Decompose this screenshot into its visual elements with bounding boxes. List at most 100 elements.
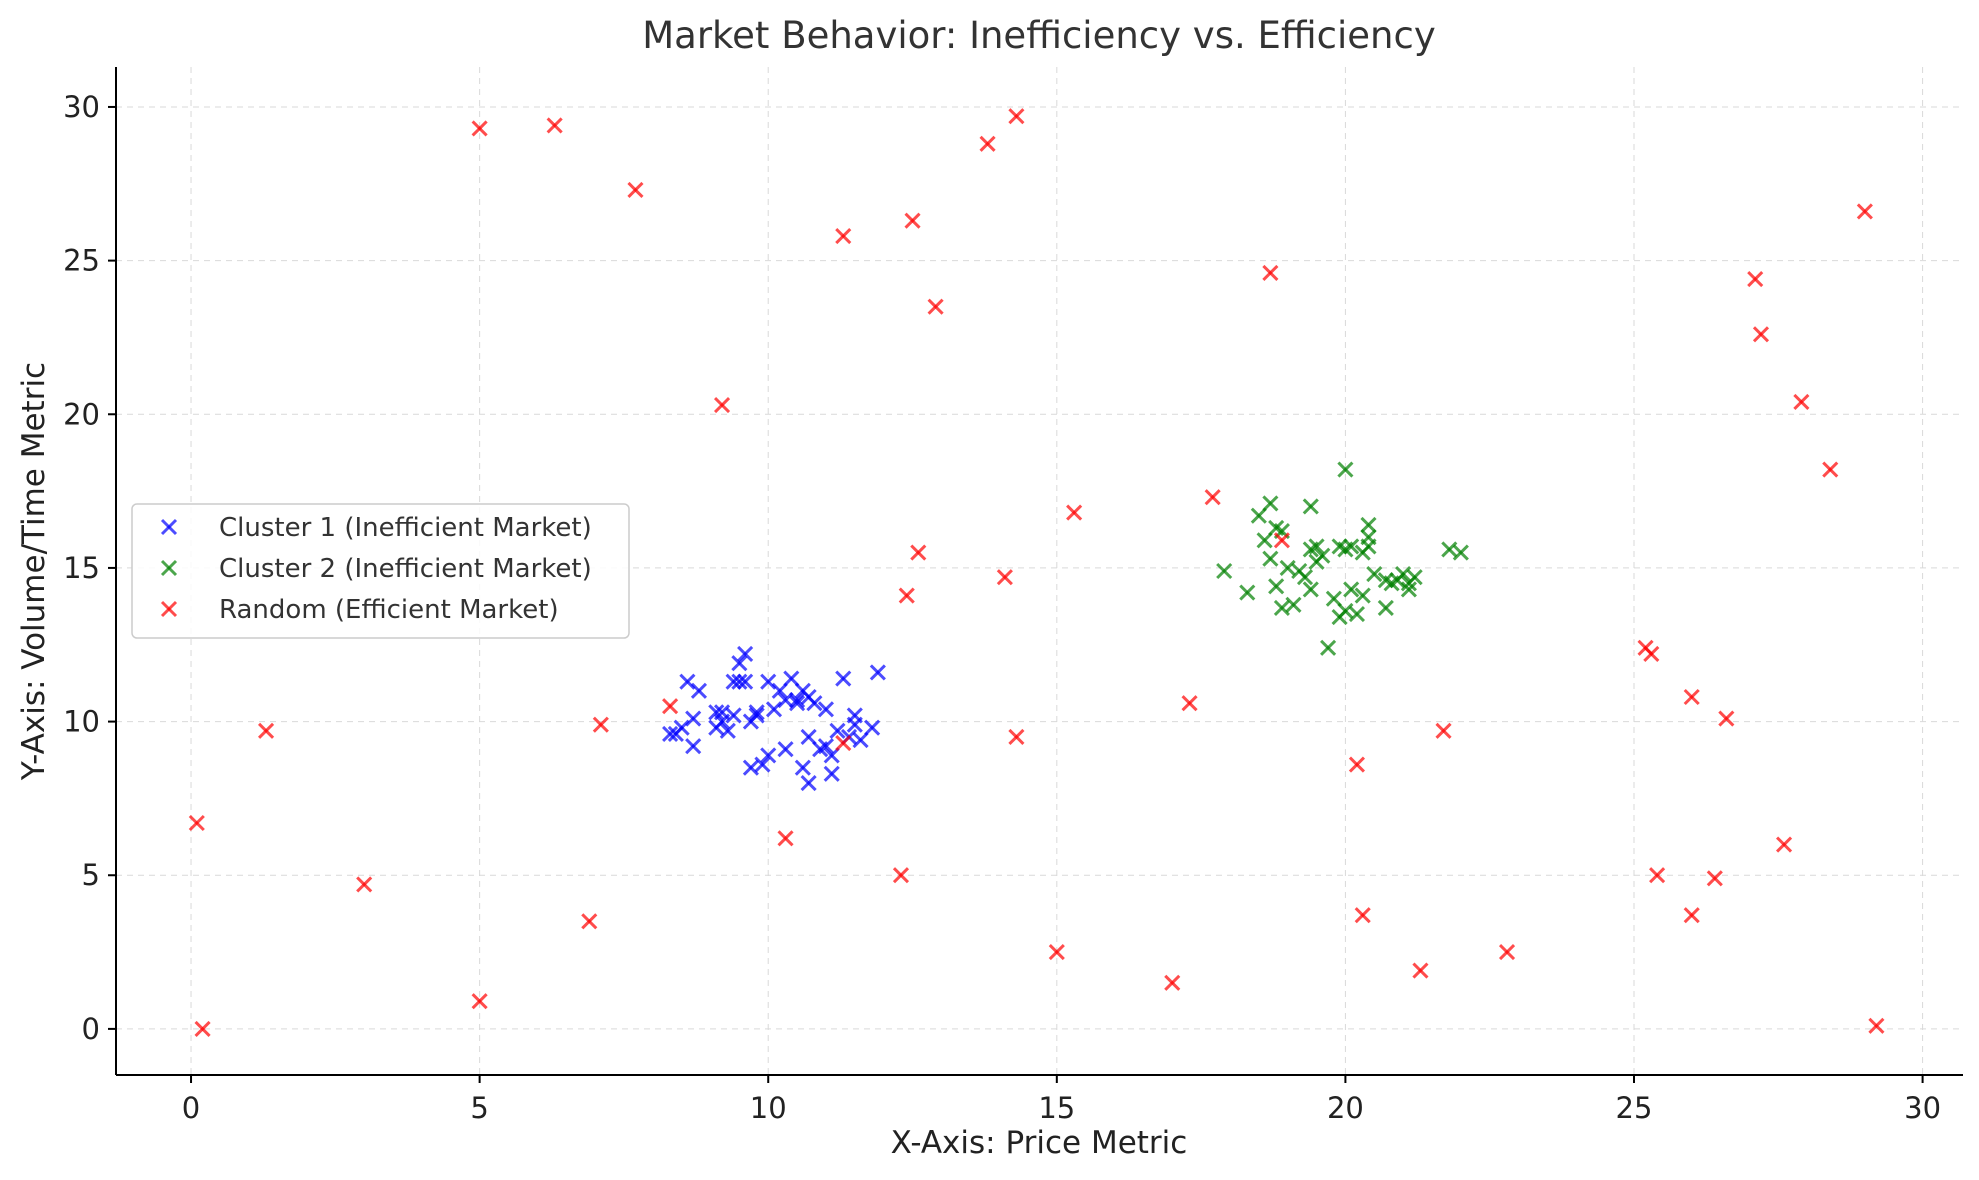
cluster-2-point [1343,538,1360,555]
x-tick-label: 0 [182,1091,200,1125]
cluster-1-point [725,673,742,690]
cluster-1-point [846,716,863,733]
random-point [1181,695,1198,712]
random-point [1273,532,1290,549]
random-point [1822,461,1839,478]
random-point [1204,489,1221,506]
axes [115,67,1963,1076]
cluster-1-point [754,756,771,773]
random-point [1066,504,1083,521]
cluster-2-point [1285,596,1302,613]
legend-x-icon [160,518,178,536]
random-point [1706,870,1723,887]
cluster-1-point [771,682,788,699]
cluster-1-point [731,673,748,690]
cluster-1-point [800,728,817,746]
random-point [910,544,927,561]
random-point [1354,907,1371,924]
cluster-2-point [1262,495,1279,512]
random-point [1008,108,1025,125]
random-point [662,698,679,715]
random-point [1348,756,1366,773]
y-tick-label: 5 [82,858,100,892]
x-tick-label: 10 [750,1091,787,1125]
cluster-1-point [742,759,759,776]
cluster-1-point [783,670,800,687]
random-point [1008,728,1025,746]
random-point [1752,326,1770,343]
random-point [471,993,488,1010]
random-point [592,716,609,733]
cluster-2-point [1314,547,1331,564]
cluster-2-point [1262,550,1279,567]
y-axis-label: Y-Axis: Volume/Time Metric [16,362,52,781]
cluster-2-point [1395,566,1412,583]
cluster-1-point [789,695,806,712]
x-tick-label: 20 [1327,1091,1364,1125]
random-point [979,135,996,152]
cluster-1-point [679,673,696,690]
cluster-2-point [1279,559,1296,576]
random-point [1747,270,1764,288]
cluster-1-point [713,704,731,721]
cluster-2-point [1239,584,1256,601]
cluster-1-point [806,695,823,712]
legend-label-cluster-2: Cluster 2 (Inefficient Market) [219,554,592,584]
random-point [927,298,944,315]
cluster-2-point [1296,569,1314,586]
random-point [1683,688,1700,706]
x-tick-label: 5 [470,1091,488,1125]
cluster-1-point [725,707,742,724]
cluster-1-point [864,719,881,736]
cluster-1-point [662,725,679,742]
x-axis-label: X-Axis: Price Metric [891,1125,1188,1161]
cluster-1-point [690,682,708,699]
cluster-1-point [835,670,852,687]
x-tick-label: 15 [1038,1091,1075,1125]
cluster-2-point [1337,461,1354,478]
cluster-2-point [1441,541,1458,558]
legend-marker-cluster-2 [160,559,178,577]
y-tick-label: 10 [63,705,100,739]
random-point [356,876,373,893]
cluster-2-point [1325,590,1342,607]
cluster-2-point [1273,599,1290,616]
cluster-2-point [1348,605,1366,623]
cluster-2-point [1250,507,1267,524]
random-point [1649,867,1666,884]
cluster-1-point [760,747,777,764]
legend-label-cluster-1: Cluster 1 (Inefficient Market) [219,513,592,543]
random-point [1048,944,1065,961]
cluster-2-point [1268,578,1285,595]
y-tick-label: 30 [63,90,100,124]
cluster-1-point [852,731,869,749]
random-point [777,830,794,847]
random-point [258,722,275,739]
cluster-2-point [1343,581,1360,598]
y-tick-label: 0 [82,1012,100,1046]
cluster-2-point [1302,498,1319,515]
cluster-2-point [1406,569,1423,586]
random-point [892,867,910,884]
cluster-1-point [748,704,765,721]
y-tick-label: 25 [63,244,100,278]
random-point [835,227,852,245]
legend: Cluster 1 (Inefficient Market) Cluster 2… [131,503,630,639]
cluster-2-point [1360,538,1377,555]
cluster-1-point [765,701,783,718]
cluster-1-point [748,707,765,724]
random-point [1718,710,1735,727]
data-points [188,108,1885,1037]
cluster-1-point [737,673,754,690]
random-point [904,212,921,229]
cluster-1-point [708,704,725,721]
cluster-2-point [1337,602,1354,620]
legend-label-random: Random (Efficient Market) [219,595,559,625]
random-point [1498,944,1516,961]
x-tick-label: 25 [1616,1091,1653,1125]
cluster-1-point [869,664,886,681]
cluster-1-point [817,738,835,755]
random-point [1683,907,1700,924]
cluster-1-point [685,710,702,727]
